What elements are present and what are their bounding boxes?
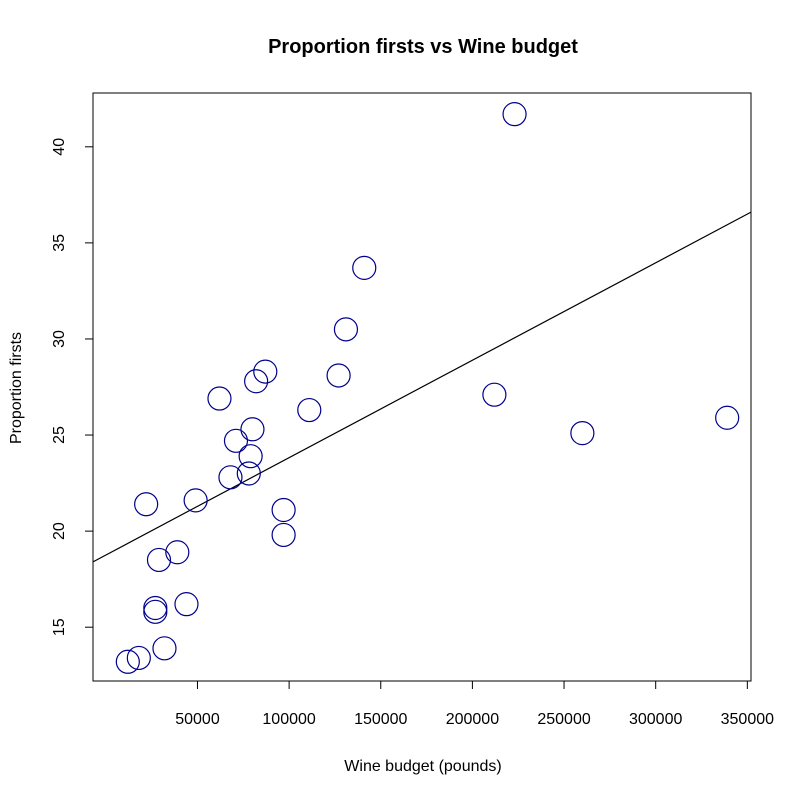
fit-line [92, 211, 752, 563]
data-point [326, 363, 351, 388]
x-axis-label: Wine budget (pounds) [344, 758, 501, 775]
y-tick-label: 40 [51, 138, 68, 156]
data-point [134, 492, 159, 517]
data-point [253, 359, 278, 384]
data-point [271, 497, 296, 523]
data-point [174, 592, 199, 617]
data-point [482, 382, 507, 407]
x-axis: 50000 100000 150000 200000 250000 300000 35000… [175, 680, 774, 728]
data-point [240, 417, 265, 442]
data-point [352, 255, 377, 280]
x-tick-label: 350000 [721, 711, 774, 728]
y-tick-label: 35 [51, 234, 68, 252]
data-point [126, 645, 151, 671]
chart-title: Proportion firsts vs Wine budget [268, 36, 578, 58]
data-point [244, 369, 269, 394]
y-tick-label: 20 [51, 522, 68, 540]
y-axis-label: Proportion firsts [8, 332, 25, 444]
y-tick-label: 25 [51, 426, 68, 444]
data-point [715, 405, 740, 430]
x-tick-label: 250000 [537, 711, 590, 728]
data-point [146, 547, 172, 573]
data-point [143, 599, 168, 624]
y-axis: 15 20 25 30 35 40 [51, 138, 94, 636]
data-point [223, 428, 249, 453]
data-point [152, 636, 177, 661]
data-point [115, 649, 140, 674]
y-tick-label: 30 [51, 330, 68, 348]
data-point [271, 522, 296, 548]
data-point [333, 317, 359, 342]
data-point [502, 102, 527, 127]
data-point [218, 465, 243, 490]
points-layer [115, 102, 740, 674]
data-point [165, 540, 190, 565]
data-point [236, 461, 261, 486]
data-point [143, 595, 168, 621]
x-tick-label: 200000 [446, 711, 499, 728]
data-point [183, 488, 208, 513]
x-tick-label: 300000 [629, 711, 682, 728]
fit-line-layer [92, 211, 752, 563]
x-tick-label: 50000 [175, 711, 220, 728]
data-point [207, 386, 232, 411]
x-tick-label: 100000 [262, 711, 315, 728]
data-point [238, 444, 263, 469]
x-tick-label: 150000 [354, 711, 407, 728]
data-point [570, 421, 595, 446]
y-tick-label: 15 [51, 618, 68, 636]
data-point [297, 397, 322, 423]
